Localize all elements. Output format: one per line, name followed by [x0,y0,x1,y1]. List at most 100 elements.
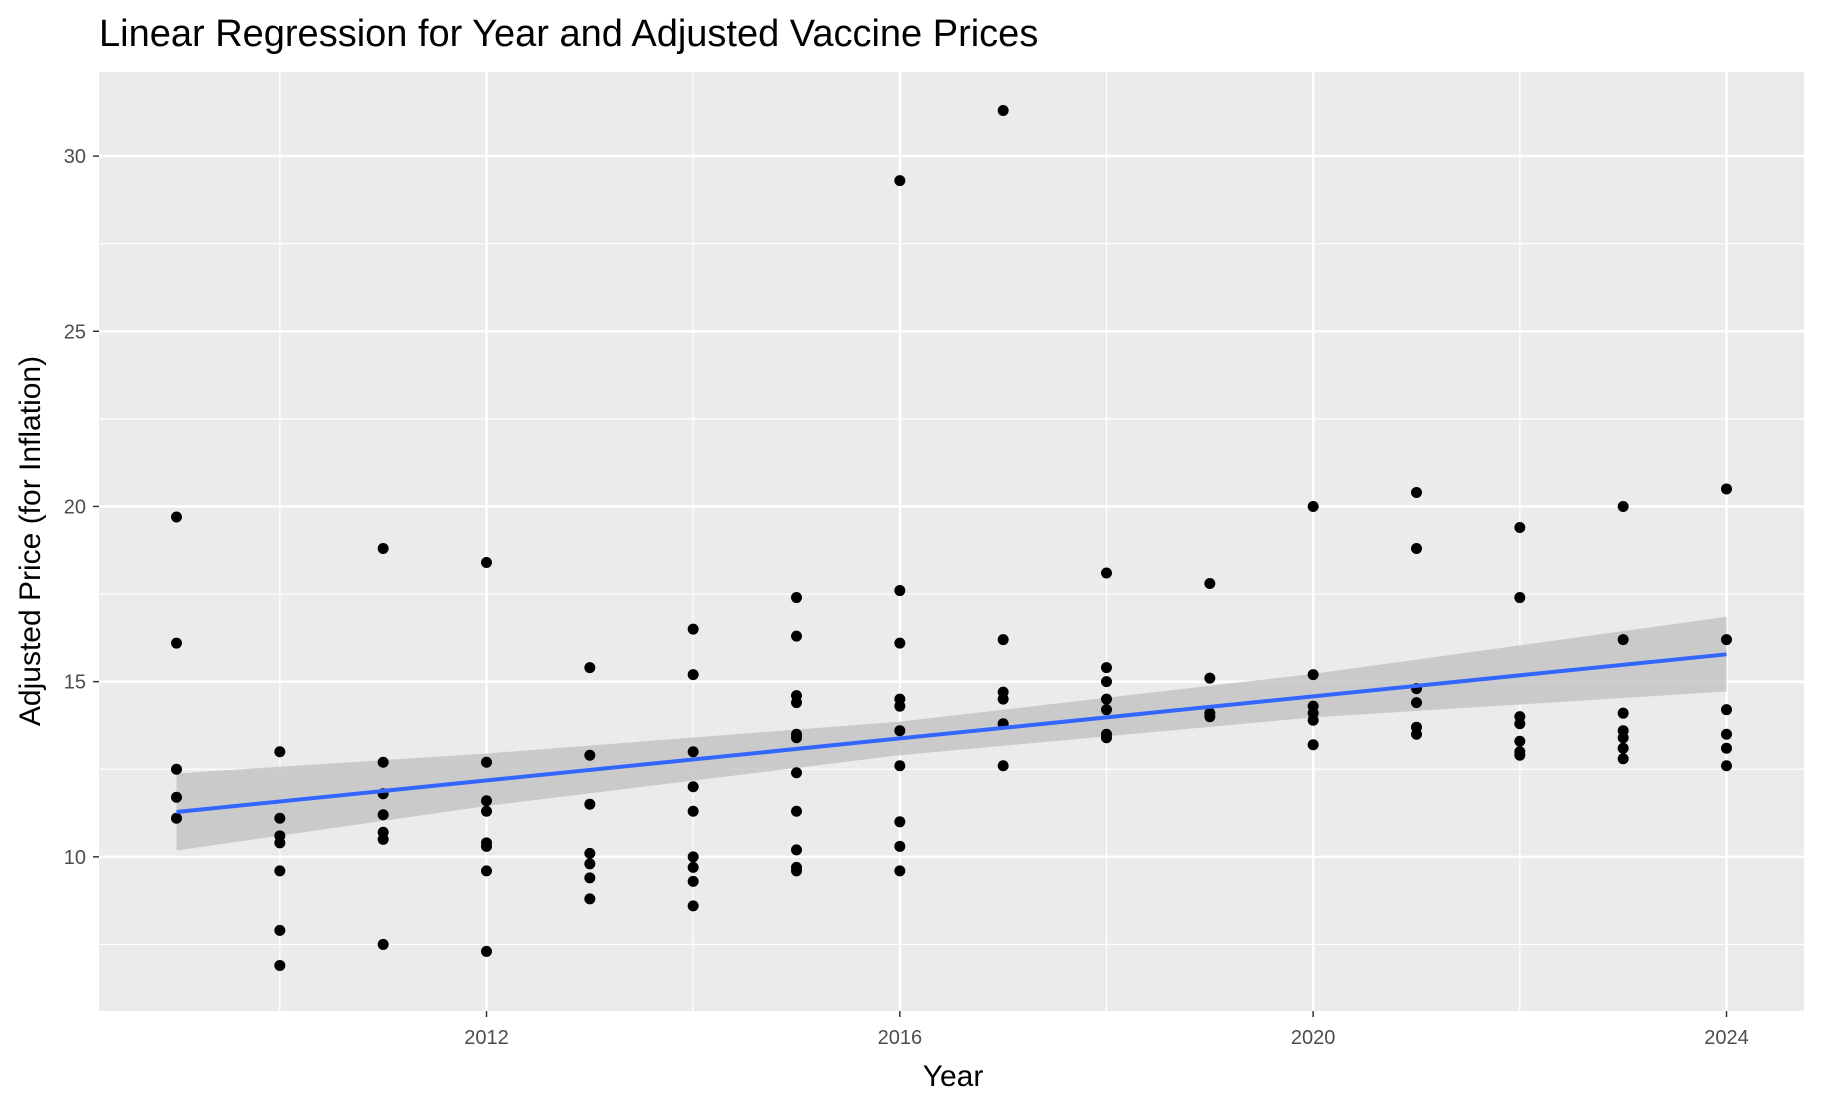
data-point [274,837,286,849]
data-point [1411,697,1422,709]
data-point [1307,739,1319,751]
data-point [997,634,1009,646]
data-point [687,746,699,758]
y-axis-tick-labels: 10 15 20 25 30 [64,146,86,869]
data-point [1307,669,1319,681]
data-point [1307,714,1319,726]
data-point [791,844,802,856]
data-point [377,543,389,555]
data-point [1101,662,1112,674]
data-point [1101,704,1112,716]
y-tick-label: 25 [64,321,86,343]
data-point [1514,592,1526,604]
data-point [1721,704,1732,716]
y-tick-label: 15 [64,672,86,694]
major-gridlines [99,72,1804,1011]
data-point [1721,742,1732,754]
data-point [1721,760,1732,772]
data-point [687,669,699,681]
data-point [171,791,182,803]
y-tick-label: 30 [64,146,86,168]
x-tick-label: 2012 [464,1027,509,1049]
data-point [1514,735,1526,747]
data-point [687,875,699,887]
data-point [894,865,906,877]
data-point [584,798,596,810]
data-point [1617,732,1629,744]
data-point [1514,521,1526,533]
data-point [1411,728,1422,740]
data-point [377,809,389,821]
data-point [377,833,389,845]
data-point [894,585,906,597]
data-point [894,840,906,852]
data-point [997,105,1009,117]
data-point [481,840,492,852]
data-point [687,900,699,912]
data-point [687,805,699,817]
data-point [1411,486,1422,498]
y-axis-title: Adjusted Price (for Inflation) [14,356,47,726]
data-point [687,861,699,873]
data-point [791,732,802,744]
data-point [894,725,906,737]
data-point [1617,742,1629,754]
x-tick-label: 2016 [878,1027,923,1049]
data-point [377,938,389,950]
data-point [1617,753,1629,765]
data-point [377,756,389,768]
data-point [171,763,182,775]
data-point [1307,500,1319,512]
x-tick-label: 2024 [1704,1027,1749,1049]
data-point [1101,567,1112,579]
data-point [1514,718,1526,730]
data-point [1204,578,1216,590]
data-point [274,812,286,824]
data-point [481,795,492,807]
data-point [894,816,906,828]
x-axis-title: Year [923,1060,984,1093]
data-point [584,749,596,761]
data-point [1617,500,1629,512]
data-point [1721,634,1732,646]
data-point [1204,711,1216,723]
x-axis-tick-labels: 2012 2016 2020 2024 [464,1027,1749,1049]
regression-line-layer [176,652,1727,814]
data-point [584,872,596,884]
axis-ticks [93,155,1728,1017]
data-point [997,693,1009,705]
data-point [171,812,182,824]
data-point [1721,728,1732,740]
y-tick-label: 20 [64,496,86,518]
data-point [584,847,596,859]
data-point [1617,707,1629,719]
data-point [1101,693,1112,705]
data-point [687,851,699,863]
x-tick-label: 2020 [1291,1027,1336,1049]
data-point [584,858,596,870]
data-point [894,637,906,649]
data-point [791,865,802,877]
regression-line [176,652,1727,814]
data-point [274,746,286,758]
data-point [584,893,596,905]
data-point [584,662,596,674]
data-point [481,865,492,877]
data-points [171,105,1732,971]
data-point [481,557,492,569]
data-point [687,623,699,635]
data-point [1411,543,1422,555]
data-point [894,175,906,187]
data-point [687,781,699,793]
data-point [274,865,286,877]
data-point [171,511,182,523]
chart-title: Linear Regression for Year and Adjusted … [99,13,1038,55]
data-point [894,760,906,772]
data-point [997,760,1009,772]
data-point [1101,676,1112,688]
plot-panel [99,72,1804,1011]
data-point [791,767,802,779]
data-point [481,805,492,817]
data-point [1101,732,1112,744]
data-point [791,630,802,642]
